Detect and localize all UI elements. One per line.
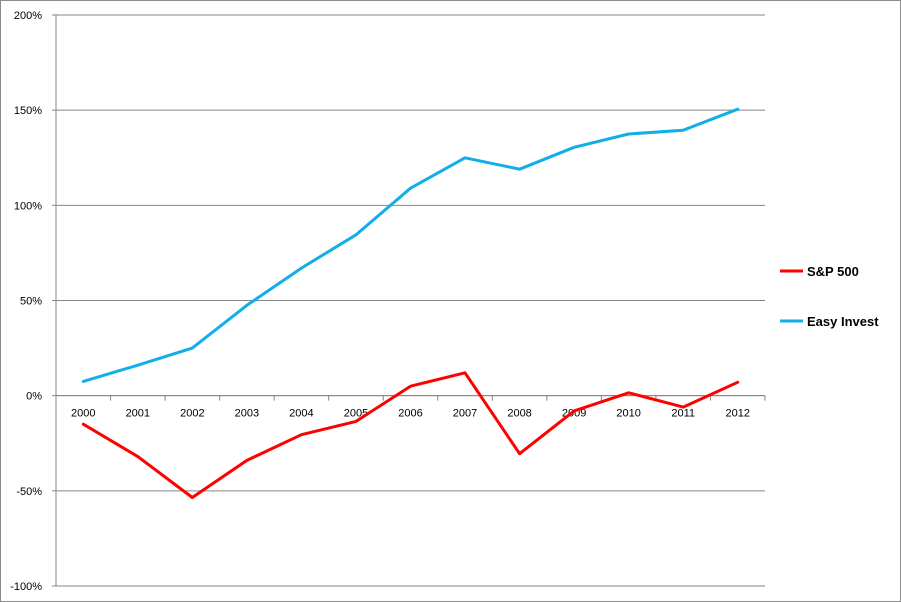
data-point — [83, 424, 84, 425]
x-tick-label: 2006 — [398, 408, 422, 420]
data-point — [246, 460, 247, 461]
x-tick-label: 2005 — [344, 408, 368, 420]
x-tick-label: 2000 — [71, 408, 95, 420]
y-tick-label: 0% — [26, 391, 42, 403]
legend: S&P 500 Easy Invest — [780, 264, 879, 329]
series-line-easy-invest — [83, 109, 737, 381]
data-point — [737, 109, 738, 110]
data-point — [465, 157, 466, 158]
y-tick-label: 150% — [14, 105, 42, 117]
series-line-s-p-500 — [83, 373, 737, 498]
data-point — [410, 386, 411, 387]
y-tick-label: 200% — [14, 10, 42, 22]
data-point — [355, 234, 356, 235]
x-tick-label: 2008 — [507, 408, 531, 420]
data-point — [683, 407, 684, 408]
data-point — [410, 188, 411, 189]
data-point — [355, 421, 356, 422]
data-point — [628, 392, 629, 393]
y-axis-tick-labels: 200% 150% 100% 50% 0% -50% -100% — [10, 10, 42, 593]
data-point — [301, 434, 302, 435]
data-point — [137, 456, 138, 457]
y-tick-label: -100% — [10, 581, 42, 593]
x-axis-tick-labels: 2000 2001 2002 2003 2004 2005 2006 2007 2008 2009… — [71, 408, 750, 420]
data-point — [246, 305, 247, 306]
x-tick-label: 2010 — [616, 408, 640, 420]
data-point — [519, 453, 520, 454]
data-point — [737, 382, 738, 383]
y-tick-label: -50% — [16, 486, 42, 498]
x-tick-label: 2011 — [671, 408, 695, 420]
data-point — [465, 372, 466, 373]
data-point — [574, 147, 575, 148]
data-point — [192, 497, 193, 498]
data-point — [683, 130, 684, 131]
data-point — [519, 169, 520, 170]
legend-label: Easy Invest — [807, 314, 879, 329]
data-point — [83, 381, 84, 382]
legend-label: S&P 500 — [807, 264, 859, 279]
x-tick-label: 2001 — [126, 408, 150, 420]
data-point — [301, 268, 302, 269]
data-point — [192, 348, 193, 349]
data-point — [628, 133, 629, 134]
x-tick-label: 2007 — [453, 408, 477, 420]
data-point — [574, 410, 575, 411]
x-tick-label: 2002 — [180, 408, 204, 420]
y-tick-label: 50% — [20, 296, 42, 308]
gridlines — [56, 15, 765, 586]
series-lines — [83, 109, 738, 498]
x-tick-label: 2003 — [235, 408, 259, 420]
x-tick-label: 2012 — [725, 408, 749, 420]
data-point — [137, 365, 138, 366]
y-tick-label: 100% — [14, 200, 42, 212]
x-tick-label: 2004 — [289, 408, 313, 420]
